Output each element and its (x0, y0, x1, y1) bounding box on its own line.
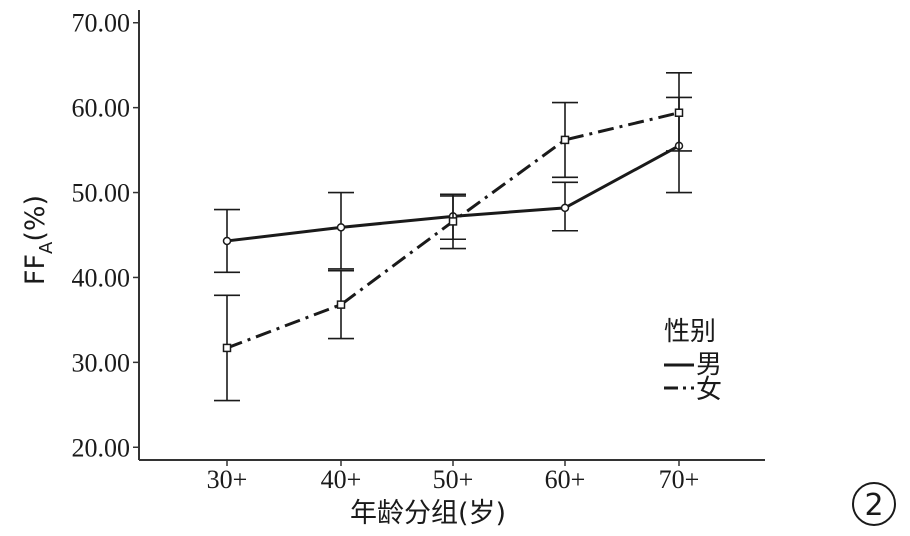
series-female (214, 72, 692, 402)
y-tick-label: 50.00 (72, 179, 131, 208)
figure-badge: 2 (852, 482, 896, 526)
data-point (560, 203, 570, 213)
data-point (336, 223, 346, 232)
figure-badge-ring (852, 482, 896, 526)
y-tick-label: 20.00 (72, 433, 131, 462)
data-point (560, 135, 570, 145)
x-axis-title: 年龄分组(岁) (350, 498, 506, 529)
legend-label-female: 女 (696, 375, 722, 405)
data-point (336, 300, 346, 309)
y-tick-label: 40.00 (72, 263, 131, 292)
legend-label-male: 男 (696, 350, 722, 380)
legend: 性别 男 女 (664, 317, 722, 405)
y-axis-title: FFA(%) (20, 195, 57, 285)
y-tick-label: 60.00 (72, 94, 131, 123)
data-point (222, 236, 232, 246)
x-tick-label: 60+ (545, 465, 586, 494)
x-tick-label: 40+ (321, 465, 362, 494)
y-tick-label: 30.00 (72, 348, 131, 377)
x-tick-label: 70+ (659, 465, 700, 494)
y-axis-title-sub: A (36, 241, 57, 254)
data-point (448, 217, 458, 226)
legend-title: 性别 (664, 317, 716, 347)
figure-badge-number: 2 (864, 488, 883, 523)
x-tick-label: 30+ (207, 465, 248, 494)
y-axis-title-main: FF (20, 254, 51, 285)
data-point (222, 343, 232, 353)
y-tick-label: 70.00 (72, 9, 131, 38)
x-tick-label: 50+ (433, 465, 474, 494)
series-layer (214, 72, 692, 402)
y-axis-title-suffix: (%) (20, 195, 51, 242)
axes (138, 10, 765, 461)
y-axis-ticks: 20.00 30.00 40.00 50.00 60.00 70.00 (72, 9, 139, 462)
x-axis-ticks: 30+ 40+ 50+ 60+ 70+ (207, 460, 700, 494)
data-point (674, 108, 684, 117)
